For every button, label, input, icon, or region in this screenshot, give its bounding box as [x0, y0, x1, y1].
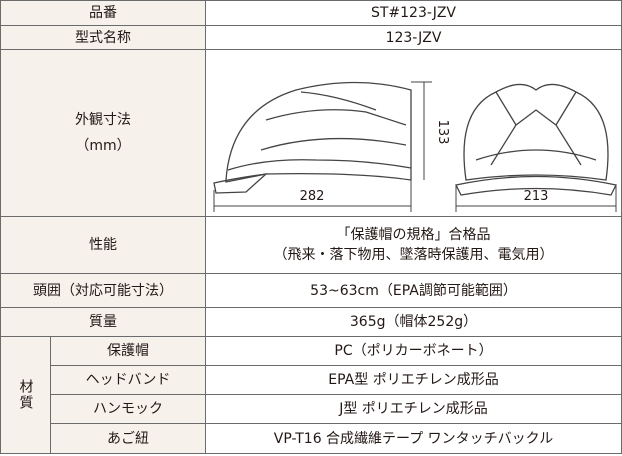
- value: VP-T16 合成繊維テープ ワンタッチバックル: [205, 423, 622, 454]
- front-visor: [455, 175, 617, 196]
- value: EPA型 ポリエチレン成形品: [205, 365, 622, 395]
- label: あご紐: [50, 423, 206, 454]
- label: 性能: [0, 216, 206, 274]
- height: 133: [435, 120, 450, 145]
- side-line: [227, 159, 412, 171]
- value: 365g（帽体252g）: [205, 307, 622, 337]
- value: 53~63cm（EPA調節可能範囲）: [205, 273, 622, 308]
- side-ribs: [260, 91, 407, 151]
- group-label: 材質: [0, 336, 51, 454]
- front-helmet: [463, 83, 609, 181]
- label: ハンモック: [50, 394, 206, 424]
- group-text: 材質: [17, 379, 34, 411]
- side-helmet: [225, 81, 412, 183]
- label-text: 外観寸法: [75, 112, 131, 128]
- image-cell: 282 213 133: [205, 49, 622, 217]
- value: 123-JZV: [205, 25, 622, 50]
- front-ribs: [475, 91, 597, 166]
- label: 品番: [0, 0, 206, 26]
- label: ヘッドバンド: [50, 365, 206, 395]
- width: 213: [524, 189, 549, 204]
- helmet-drawing: 282 213 133: [213, 81, 617, 212]
- value: PC（ポリカーボネート）: [205, 336, 622, 366]
- value: ST#123-JZV: [205, 0, 622, 26]
- value: 「保護帽の規格」合格品 （飛来・落下物用、墜落時保護用、電気用）: [205, 216, 622, 274]
- label: 外観寸法 （mm）: [0, 49, 206, 217]
- line: （飛来・落下物用、墜落時保護用、電気用）: [273, 247, 554, 263]
- line: 「保護帽の規格」合格品: [336, 227, 491, 243]
- value: J型 ポリエチレン成形品: [205, 394, 622, 424]
- label: 質量: [0, 307, 206, 337]
- side-visor: [213, 173, 268, 194]
- label: 頭囲（対応可能寸法）: [0, 273, 206, 308]
- label: 型式名称: [0, 25, 206, 50]
- unit: （mm）: [75, 138, 131, 154]
- length: 282: [300, 189, 325, 204]
- label: 保護帽: [50, 336, 206, 366]
